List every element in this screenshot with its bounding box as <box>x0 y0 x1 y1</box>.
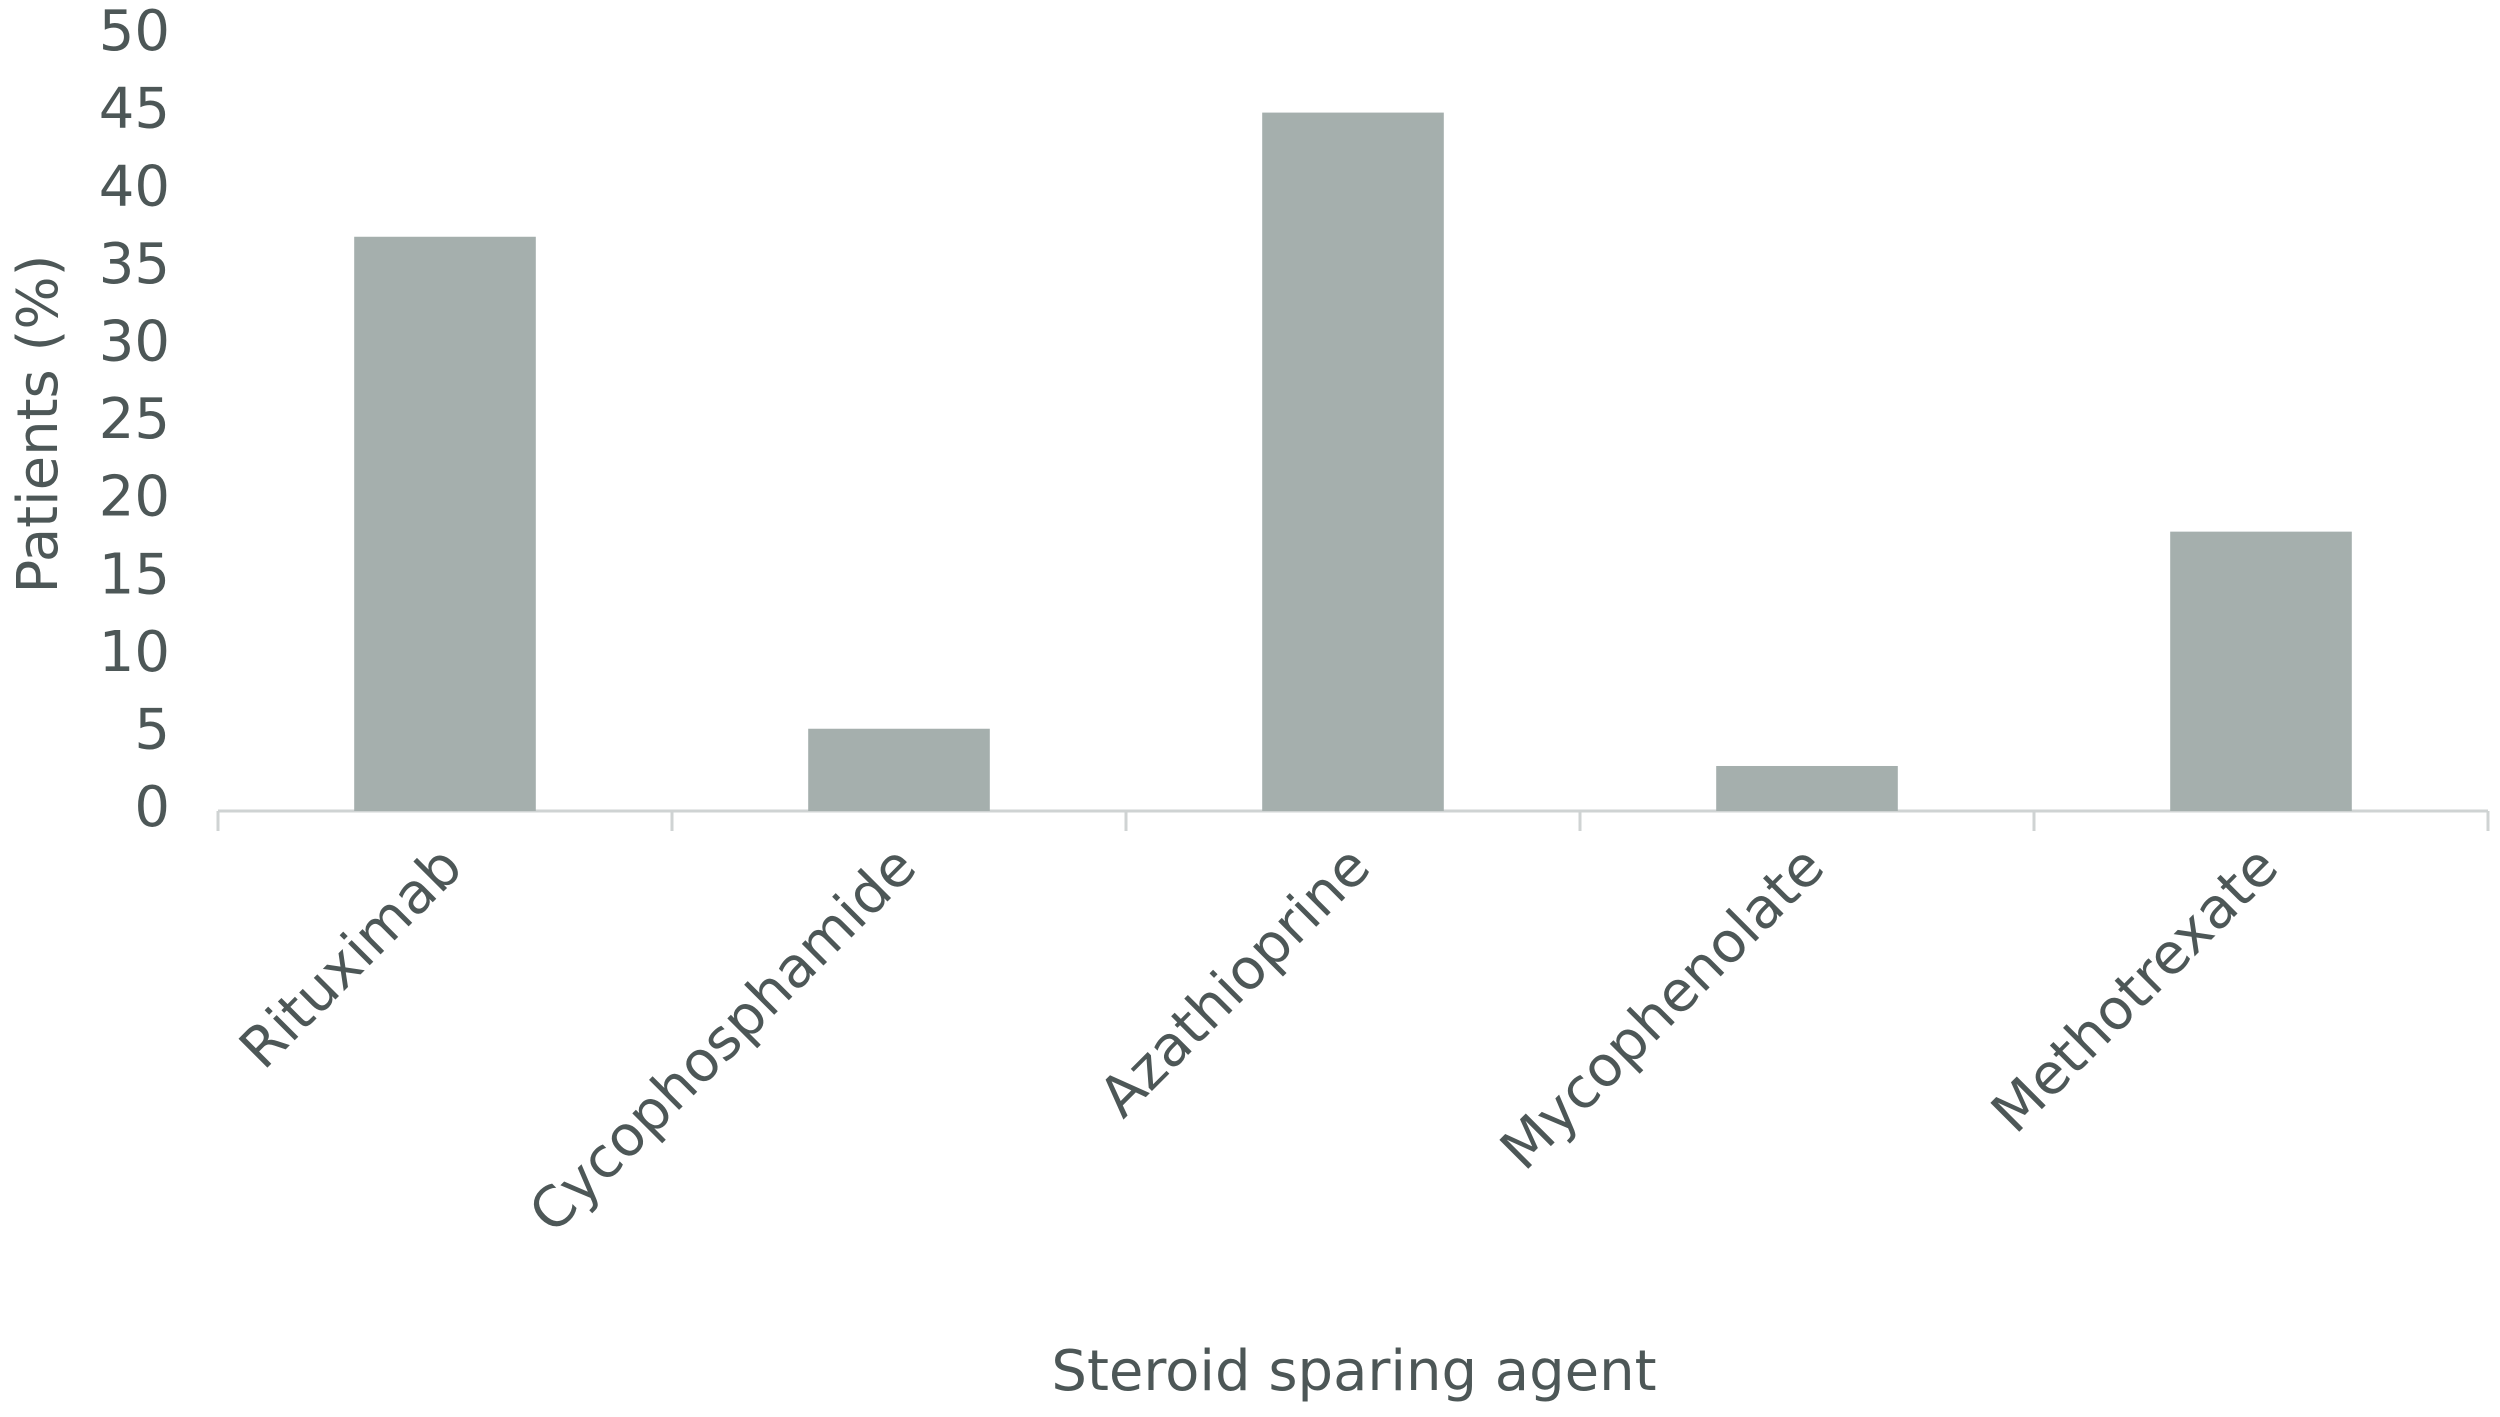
bar <box>1716 765 1898 811</box>
bar <box>808 728 990 811</box>
y-tick-label: 5 <box>134 698 170 763</box>
x-tick-label: Azathioprine <box>1087 834 1383 1130</box>
y-axis-title: Patients (%) <box>6 255 71 594</box>
x-tick-label: Mycophenolate <box>1488 834 1837 1183</box>
x-tick-label: Cycophosphamide <box>517 834 929 1246</box>
y-tick-label: 15 <box>99 542 170 607</box>
y-tick-label: 0 <box>134 775 170 840</box>
y-tick-label: 35 <box>99 232 170 297</box>
x-axis-title: Steroid sparing agent <box>1051 1339 1656 1404</box>
x-tick-label: Methotrexate <box>1979 834 2291 1146</box>
y-tick-label: 30 <box>99 310 170 375</box>
y-tick-label: 50 <box>99 0 170 64</box>
bar <box>2170 531 2352 811</box>
y-tick-label: 25 <box>99 387 170 452</box>
bar <box>1262 112 1444 812</box>
y-tick-label: 10 <box>99 620 170 685</box>
x-tick-label: Rituximab <box>227 834 475 1082</box>
y-tick-label: 40 <box>99 154 170 219</box>
y-tick-label: 45 <box>99 77 170 142</box>
bar <box>354 236 536 811</box>
y-tick-label: 20 <box>99 465 170 530</box>
